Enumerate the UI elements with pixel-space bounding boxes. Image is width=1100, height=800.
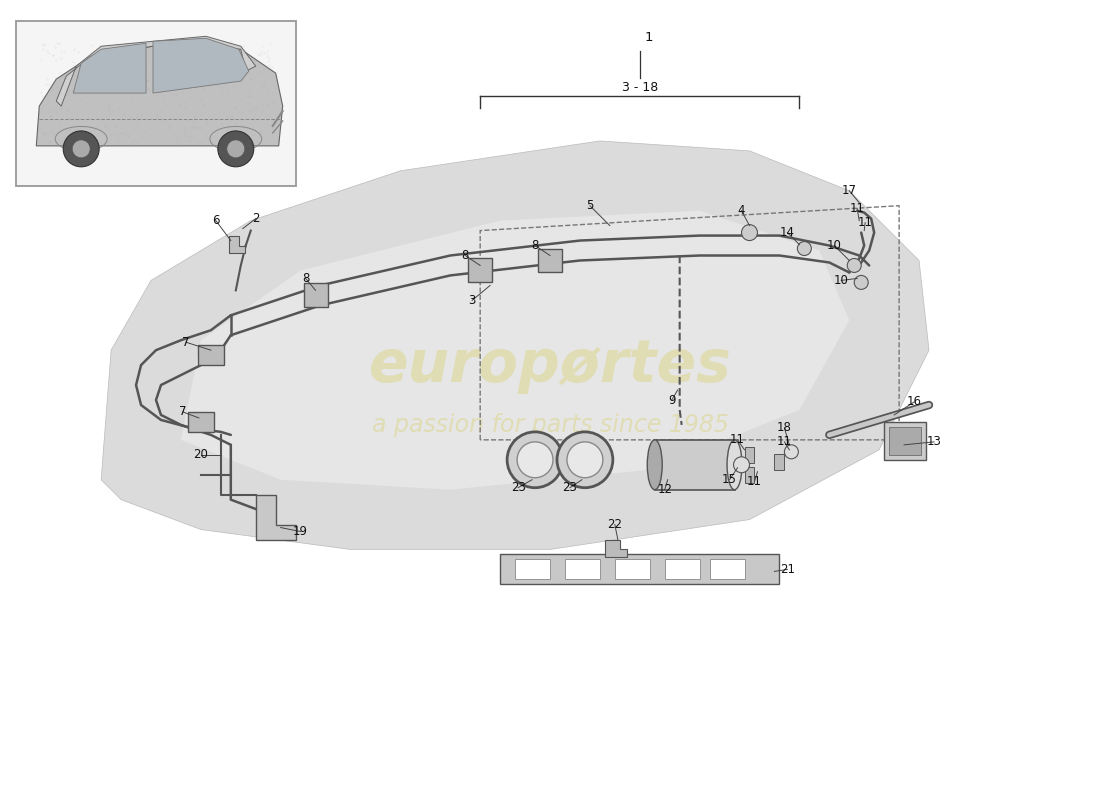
Text: 9: 9 [668, 394, 675, 406]
Text: 7: 7 [183, 336, 189, 349]
Bar [304, 283, 328, 307]
Circle shape [734, 457, 749, 473]
Text: 22: 22 [607, 518, 623, 531]
Text: 8: 8 [531, 239, 539, 252]
Text: 15: 15 [722, 474, 737, 486]
Bar [188, 412, 213, 432]
Bar [515, 559, 550, 579]
Circle shape [63, 131, 99, 167]
Polygon shape [101, 141, 930, 550]
Text: 11: 11 [777, 435, 792, 448]
Text: 23: 23 [510, 481, 526, 494]
Bar [565, 559, 600, 579]
Bar [16, 22, 296, 186]
Bar [774, 454, 784, 470]
Bar [500, 554, 780, 584]
Bar [884, 422, 926, 460]
Text: 3 - 18: 3 - 18 [621, 81, 658, 94]
Circle shape [566, 442, 603, 478]
Polygon shape [74, 43, 146, 93]
Bar [710, 559, 745, 579]
Text: 6: 6 [212, 214, 220, 227]
Circle shape [557, 432, 613, 488]
Text: a passion for parts since 1985: a passion for parts since 1985 [372, 413, 728, 437]
Text: 11: 11 [730, 434, 745, 446]
Text: 10: 10 [834, 274, 849, 287]
Text: 8: 8 [462, 249, 469, 262]
Ellipse shape [727, 440, 742, 490]
Bar [198, 345, 223, 365]
Circle shape [847, 258, 861, 273]
Bar [615, 559, 650, 579]
Text: 12: 12 [657, 483, 672, 496]
Text: 11: 11 [858, 216, 872, 229]
Text: 18: 18 [777, 422, 792, 434]
Circle shape [507, 432, 563, 488]
Text: 3: 3 [469, 294, 476, 307]
Bar [889, 427, 921, 455]
Text: 16: 16 [906, 395, 922, 409]
Text: 13: 13 [926, 435, 942, 448]
Text: 10: 10 [827, 239, 842, 252]
Polygon shape [605, 539, 627, 558]
Polygon shape [153, 38, 249, 93]
Text: 7: 7 [179, 406, 187, 418]
Circle shape [73, 140, 90, 158]
Text: 20: 20 [194, 448, 208, 462]
Bar [745, 447, 755, 462]
Circle shape [855, 275, 868, 290]
Text: 14: 14 [780, 226, 795, 239]
Text: 21: 21 [780, 563, 795, 576]
Polygon shape [255, 494, 296, 539]
Polygon shape [36, 43, 283, 146]
Text: 23: 23 [562, 481, 578, 494]
Text: 8: 8 [301, 272, 309, 285]
Ellipse shape [647, 440, 662, 490]
Bar [664, 559, 700, 579]
Polygon shape [56, 36, 255, 106]
Circle shape [517, 442, 553, 478]
Circle shape [218, 131, 254, 167]
Polygon shape [180, 210, 849, 490]
Bar [469, 258, 492, 282]
Text: 19: 19 [293, 525, 308, 538]
Text: 17: 17 [842, 184, 857, 198]
Circle shape [741, 225, 758, 241]
Bar [538, 249, 562, 273]
Text: 11: 11 [849, 202, 865, 215]
Bar [654, 440, 735, 490]
Text: 1: 1 [645, 31, 653, 44]
Text: 5: 5 [586, 199, 594, 212]
Bar [745, 466, 755, 482]
Text: 2: 2 [252, 212, 260, 225]
Polygon shape [229, 235, 245, 253]
Text: 4: 4 [738, 204, 746, 217]
Text: 11: 11 [747, 475, 762, 488]
Circle shape [784, 445, 799, 458]
Circle shape [798, 242, 812, 255]
Text: europørtes: europørtes [368, 337, 732, 394]
Circle shape [227, 140, 245, 158]
